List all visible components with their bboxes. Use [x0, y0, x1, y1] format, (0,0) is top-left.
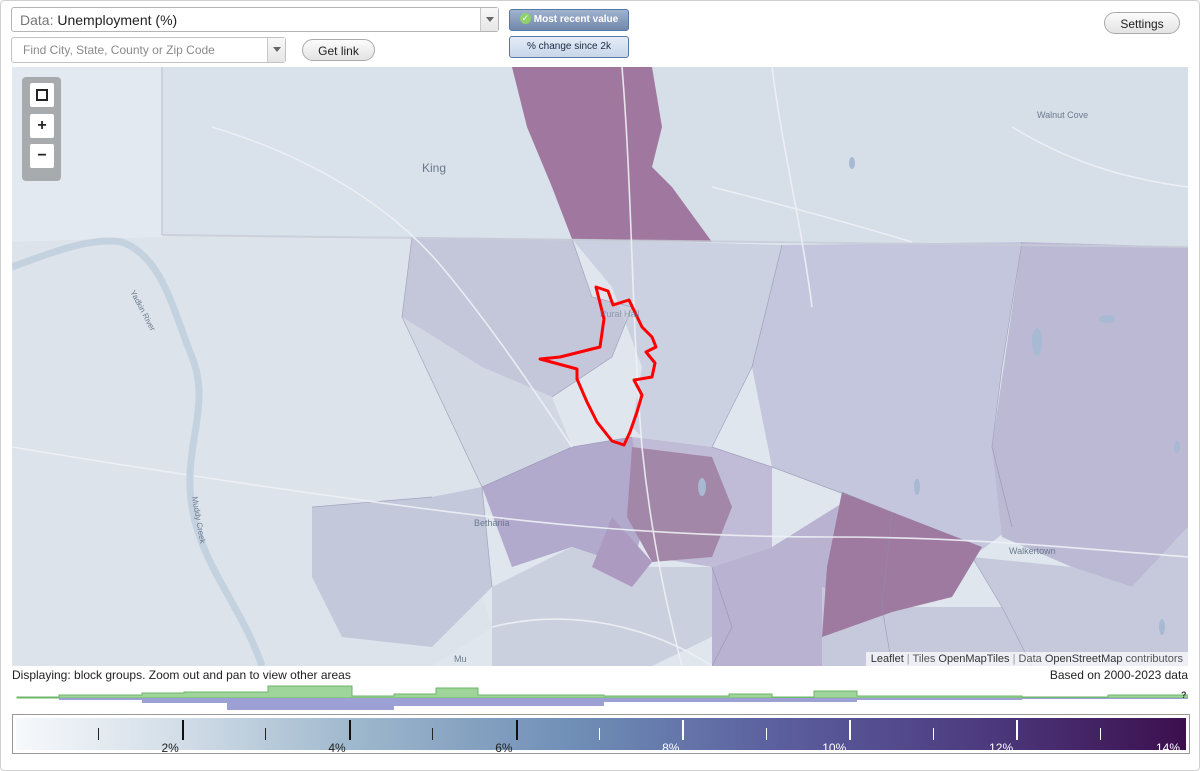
legend-tick-label: 10% [822, 741, 847, 755]
map-label-mu: Mu [454, 654, 467, 664]
block-group-high [512, 67, 712, 242]
legend-tick-label: 8% [662, 741, 680, 755]
map[interactable]: King Walnut Cove Rural Hall Bethania Wal… [12, 67, 1188, 666]
legend-major-tick [181, 720, 184, 740]
most-recent-value-toggle[interactable]: ✓ Most recent value [509, 9, 629, 31]
legend-major-tick [1016, 720, 1019, 740]
map-label-walkertown: Walkertown [1009, 546, 1056, 556]
legend-major-tick [515, 720, 518, 740]
chevron-down-icon[interactable] [480, 8, 498, 31]
legend-minor-tick [432, 728, 434, 740]
data-select-value: Unemployment (%) [57, 12, 178, 28]
map-label-walnut-cove: Walnut Cove [1037, 110, 1088, 120]
attribution-tiles-prefix: Tiles [912, 653, 939, 665]
percent-change-toggle[interactable]: % change since 2k [509, 36, 629, 58]
legend-minor-tick [1099, 728, 1101, 740]
legend-tick-label: 4% [328, 741, 346, 755]
map-canvas: King Walnut Cove Rural Hall Bethania Wal… [12, 67, 1188, 666]
map-label-bethania: Bethania [474, 518, 510, 528]
legend-tick-label: 6% [495, 741, 513, 755]
find-location-input[interactable] [21, 42, 265, 58]
value-histogram: ? [16, 685, 1188, 710]
legend-minor-tick [265, 728, 267, 740]
histogram-help[interactable]: ? [1181, 690, 1187, 700]
display-level-text: Displaying: block groups. Zoom out and p… [12, 668, 351, 682]
find-location-field[interactable] [11, 37, 286, 63]
highlighted-place-outline [538, 285, 658, 447]
zoom-out-button[interactable]: − [30, 144, 54, 168]
legend-gradient: 2% 4% 6% 8% 10% 12% 14% [16, 718, 1186, 755]
legend-major-tick [849, 720, 852, 740]
fullscreen-button[interactable] [30, 83, 54, 107]
map-label-rural-hall: Rural Hall [600, 309, 640, 319]
settings-button[interactable]: Settings [1104, 12, 1180, 34]
legend-minor-tick [599, 728, 600, 740]
leaflet-link[interactable]: Leaflet [870, 653, 904, 665]
block-group [402, 237, 632, 397]
attribution-contributors: contributors [1122, 653, 1183, 665]
map-attribution: Leaflet | Tiles OpenMapTiles | Data Open… [865, 652, 1188, 666]
map-label-king: King [422, 161, 446, 175]
legend-major-tick [682, 720, 685, 740]
data-select[interactable]: Data: Unemployment (%) [11, 7, 499, 32]
most-recent-value-label: Most recent value [533, 14, 619, 25]
zoom-controls: + − [22, 77, 61, 181]
legend-tick-label: 12% [989, 741, 1014, 755]
legend-minor-tick [765, 728, 767, 740]
legend-minor-tick [932, 728, 934, 740]
fullscreen-icon [36, 89, 48, 101]
data-select-prefix: Data: [20, 12, 54, 28]
legend-major-tick [348, 720, 351, 740]
attribution-separator: | [903, 653, 913, 665]
color-legend: 2% 4% 6% 8% 10% 12% 14% [12, 714, 1190, 755]
openstreetmap-link[interactable]: OpenStreetMap [1044, 653, 1123, 665]
legend-tick-label: 2% [161, 741, 179, 755]
get-link-button[interactable]: Get link [302, 39, 375, 61]
legend-tick-label: 14% [1155, 741, 1180, 755]
data-range-text: Based on 2000-2023 data [1049, 668, 1188, 682]
openmaptiles-link[interactable]: OpenMapTiles [938, 653, 1010, 665]
legend-minor-tick [98, 728, 100, 740]
attribution-data-prefix: Data [1018, 653, 1045, 665]
attribution-separator: | [1009, 653, 1019, 665]
checkmark-icon: ✓ [519, 12, 531, 24]
chevron-down-icon[interactable] [267, 38, 285, 62]
zoom-in-button[interactable]: + [30, 114, 54, 138]
